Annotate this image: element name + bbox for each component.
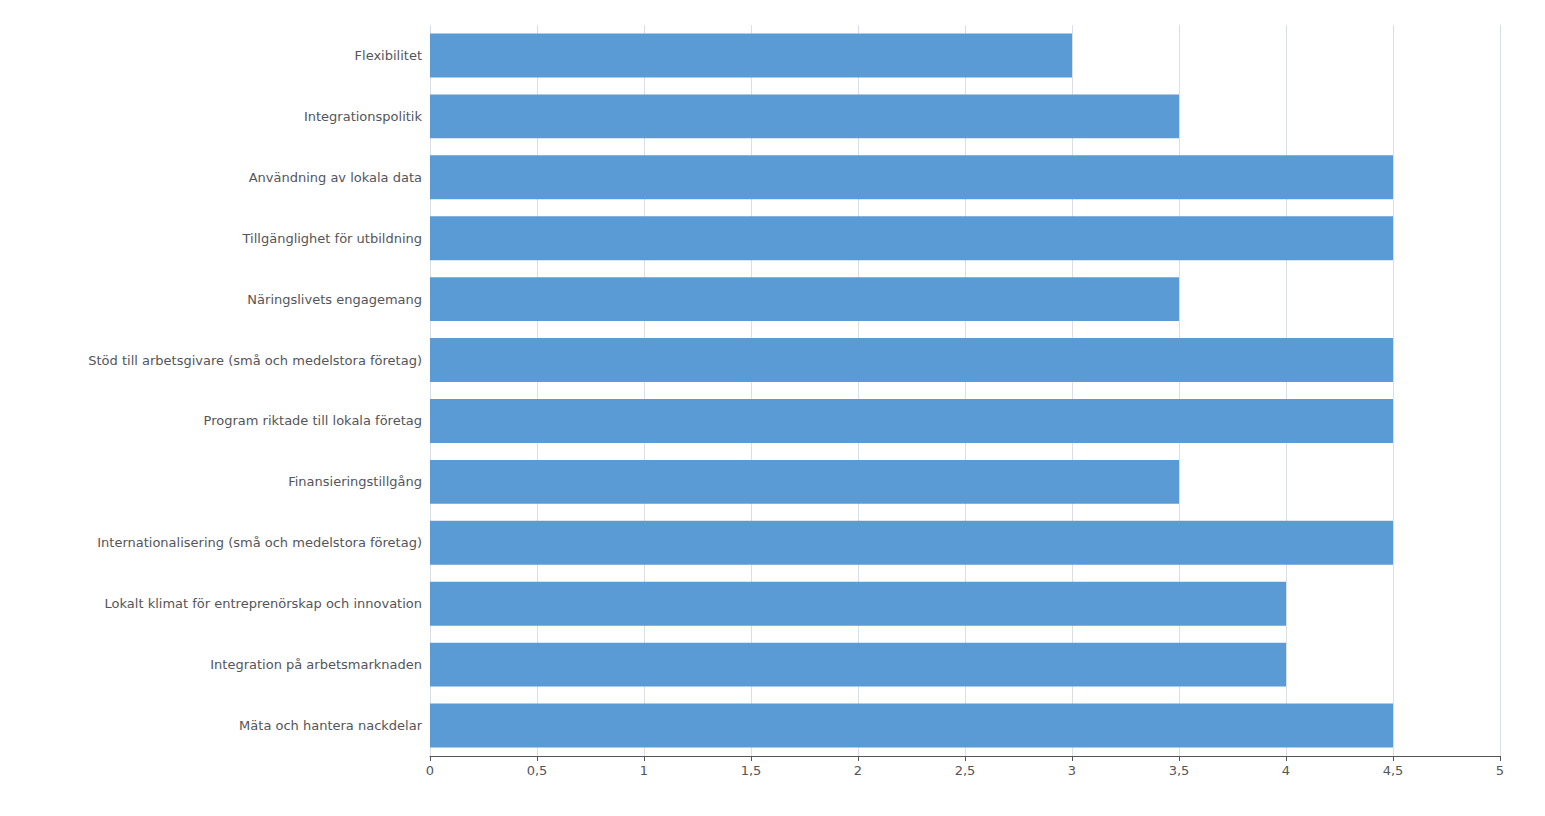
svg-text:Flexibilitet: Flexibilitet <box>355 48 422 63</box>
svg-text:Näringslivets engagemang: Näringslivets engagemang <box>247 292 422 307</box>
svg-text:Integration på arbetsmarknaden: Integration på arbetsmarknaden <box>210 657 422 672</box>
svg-text:3: 3 <box>1068 763 1076 778</box>
svg-text:4,5: 4,5 <box>1383 763 1404 778</box>
svg-text:Stöd till arbetsgivare (små oc: Stöd till arbetsgivare (små och medelsto… <box>88 353 422 368</box>
svg-text:3,5: 3,5 <box>1169 763 1190 778</box>
svg-text:1: 1 <box>640 763 648 778</box>
svg-text:Mäta och hantera nackdelar: Mäta och hantera nackdelar <box>239 718 423 733</box>
svg-text:2: 2 <box>854 763 862 778</box>
svg-text:Finansieringstillgång: Finansieringstillgång <box>288 474 422 489</box>
svg-text:1,5: 1,5 <box>741 763 762 778</box>
svg-text:2,5: 2,5 <box>955 763 976 778</box>
svg-text:Tillgänglighet för utbildning: Tillgänglighet för utbildning <box>242 231 422 246</box>
svg-text:0,5: 0,5 <box>527 763 548 778</box>
svg-text:Integrationspolitik: Integrationspolitik <box>304 109 423 124</box>
svg-text:Program riktade till lokala fö: Program riktade till lokala företag <box>204 413 422 428</box>
svg-text:0: 0 <box>426 763 434 778</box>
svg-text:Lokalt klimat för entreprenörs: Lokalt klimat för entreprenörskap och in… <box>105 596 422 611</box>
svg-text:4: 4 <box>1282 763 1290 778</box>
svg-text:5: 5 <box>1496 763 1504 778</box>
svg-text:Användning av lokala data: Användning av lokala data <box>249 170 422 185</box>
svg-text:Internationalisering (små och: Internationalisering (små och medelstora… <box>97 535 422 550</box>
